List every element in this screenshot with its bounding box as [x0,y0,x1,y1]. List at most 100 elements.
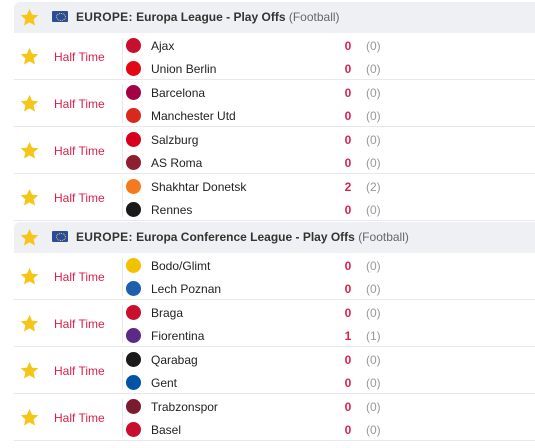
match-row[interactable]: Half Time Bodo/Glimt 0 (0) Lech Poznan 0 (0) [14,254,535,300]
match-status: Half Time [54,191,105,205]
home-halftime-score: (0) [366,259,381,273]
away-team-name[interactable]: Lech Poznan [151,282,222,296]
home-team-row[interactable]: Ajax 0 (0) [126,35,535,57]
away-team-row[interactable]: Manchester Utd 0 (0) [126,105,535,127]
home-score: 0 [344,39,352,53]
league-sport: (Football) [288,10,340,24]
star-icon[interactable] [19,7,40,28]
home-score: 0 [344,353,352,367]
match-status: Half Time [54,97,105,111]
match-row[interactable]: Half Time Ajax 0 (0) Union Berlin 0 (0) [14,34,535,80]
divider [122,85,123,123]
away-team-name[interactable]: Basel [151,423,182,437]
match-row[interactable]: Half Time Trabzonspor 0 (0) Basel 0 (0) [14,395,535,441]
away-team-row[interactable]: Fiorentina 1 (1) [126,325,535,347]
match-status: Half Time [54,411,105,425]
away-team-row[interactable]: Union Berlin 0 (0) [126,58,535,80]
match-row[interactable]: Half Time Qarabag 0 (0) Gent 0 (0) [14,348,535,394]
star-icon[interactable] [19,140,40,161]
away-halftime-score: (0) [366,282,381,296]
away-team-name[interactable]: Union Berlin [151,62,217,76]
home-team-name[interactable]: Braga [151,306,184,320]
divider [122,132,123,170]
away-halftime-score: (0) [366,203,381,217]
league-title[interactable]: EUROPE: Europa Conference League - Play … [76,222,409,253]
home-team-name[interactable]: Bodo/Glimt [151,259,211,273]
home-team-name[interactable]: Ajax [151,39,175,53]
divider [122,305,123,343]
team-logo-icon [126,328,141,343]
team-logo-icon [126,399,141,414]
home-team-row[interactable]: Salzburg 0 (0) [126,129,535,151]
team-logo-icon [126,155,141,170]
league-name[interactable]: Europa League - Play Offs [136,10,286,24]
home-halftime-score: (0) [366,39,381,53]
away-team-row[interactable]: Lech Poznan 0 (0) [126,278,535,300]
away-team-name[interactable]: Gent [151,376,178,390]
team-logo-icon [126,132,141,147]
divider [122,38,123,76]
league-country: EUROPE: [76,230,133,244]
divider [122,352,123,390]
home-team-name[interactable]: Trabzonspor [151,400,218,414]
away-team-row[interactable]: Rennes 0 (0) [126,199,535,221]
home-team-row[interactable]: Qarabag 0 (0) [126,349,535,371]
league-header[interactable]: EUROPE: Europa League - Play Offs (Footb… [14,2,535,33]
away-score: 0 [344,423,352,437]
home-team-row[interactable]: Shakhtar Donetsk 2 (2) [126,176,535,198]
home-team-name[interactable]: Barcelona [151,86,206,100]
home-team-row[interactable]: Braga 0 (0) [126,302,535,324]
team-logo-icon [126,258,141,273]
star-icon[interactable] [19,187,40,208]
europe-flag-icon [52,11,68,22]
league-sport: (Football) [358,230,409,244]
divider [122,258,123,296]
match-row[interactable]: Half Time Barcelona 0 (0) Manchester Utd 0 (0) [14,81,535,127]
away-halftime-score: (0) [366,423,381,437]
star-icon[interactable] [19,313,40,334]
home-score: 0 [344,306,352,320]
home-score: 0 [344,86,352,100]
star-icon[interactable] [19,227,40,248]
home-halftime-score: (0) [366,86,381,100]
away-team-row[interactable]: AS Roma 0 (0) [126,152,535,174]
home-team-name[interactable]: Salzburg [151,133,199,147]
away-team-name[interactable]: Manchester Utd [151,109,236,123]
home-halftime-score: (0) [366,133,381,147]
home-team-row[interactable]: Bodo/Glimt 0 (0) [126,255,535,277]
away-team-name[interactable]: Rennes [151,203,193,217]
league-name[interactable]: Europa Conference League - Play Offs [136,230,355,244]
away-score: 0 [344,156,352,170]
match-row[interactable]: Half Time Shakhtar Donetsk 2 (2) Rennes 0 (0) [14,175,535,221]
match-row[interactable]: Half Time Salzburg 0 (0) AS Roma 0 (0) [14,128,535,174]
home-team-name[interactable]: Qarabag [151,353,198,367]
away-score: 0 [344,62,352,76]
match-status: Half Time [54,270,105,284]
home-halftime-score: (0) [366,353,381,367]
away-team-row[interactable]: Basel 0 (0) [126,419,535,441]
star-icon[interactable] [19,46,40,67]
star-icon[interactable] [19,266,40,287]
star-icon[interactable] [19,360,40,381]
home-score: 2 [344,180,352,194]
away-halftime-score: (0) [366,156,381,170]
away-team-name[interactable]: Fiorentina [151,329,205,343]
league-title[interactable]: EUROPE: Europa League - Play Offs (Footb… [76,2,340,33]
away-team-row[interactable]: Gent 0 (0) [126,372,535,394]
match-status: Half Time [54,50,105,64]
match-row[interactable]: Half Time Braga 0 (0) Fiorentina 1 (1) [14,301,535,347]
home-team-row[interactable]: Trabzonspor 0 (0) [126,396,535,418]
team-logo-icon [126,202,141,217]
league-header[interactable]: EUROPE: Europa Conference League - Play … [14,222,535,253]
home-score: 0 [344,400,352,414]
team-logo-icon [126,179,141,194]
away-team-name[interactable]: AS Roma [151,156,203,170]
away-halftime-score: (0) [366,109,381,123]
star-icon[interactable] [19,407,40,428]
league-country: EUROPE: [76,10,133,24]
home-team-row[interactable]: Barcelona 0 (0) [126,82,535,104]
team-logo-icon [126,375,141,390]
home-team-name[interactable]: Shakhtar Donetsk [151,180,247,194]
star-icon[interactable] [19,93,40,114]
